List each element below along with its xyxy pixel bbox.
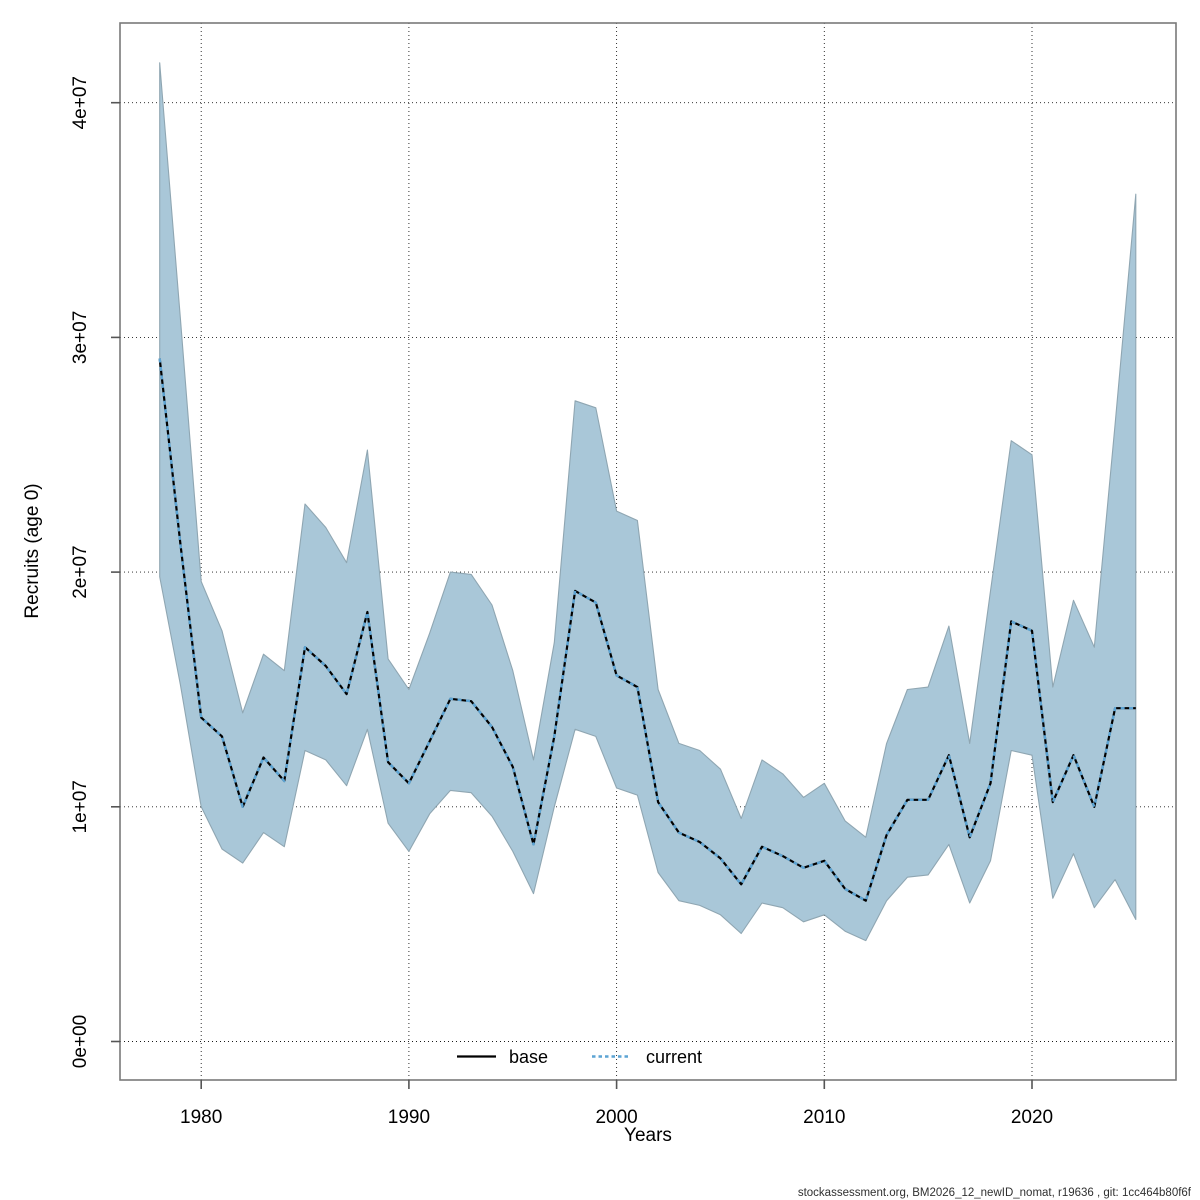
- y-axis-title: Recruits (age 0): [22, 483, 43, 618]
- y-tick-label: 2e+07: [70, 545, 91, 598]
- footer-attribution: stockassessment.org, BM2026_12_newID_nom…: [798, 1187, 1192, 1199]
- x-tick-label: 1980: [180, 1107, 222, 1128]
- x-tick-label: 2000: [595, 1107, 637, 1128]
- plot-border-box: [119, 22, 1177, 1081]
- series-lines: [158, 358, 1136, 902]
- x-tick-label: 2010: [803, 1107, 845, 1128]
- y-tick-label: 1e+07: [70, 780, 91, 833]
- y-tick-label: 3e+07: [70, 311, 91, 364]
- current-median-line: [158, 358, 1136, 902]
- axis-ticks-and-labels: 1980 1990 2000 2010 2020 0e+00 1e+07 2e+07 3e+07…: [70, 76, 1053, 1128]
- x-tick-label: 1990: [388, 1107, 430, 1128]
- legend-base-label: base: [509, 1047, 548, 1067]
- x-axis-title: Years: [624, 1125, 672, 1146]
- x-tick-label: 2020: [1011, 1107, 1053, 1128]
- legend: base current: [457, 1047, 702, 1067]
- y-tick-label: 0e+00: [70, 1015, 91, 1068]
- confidence-band-polygon: [159, 62, 1137, 942]
- y-tick-label: 4e+07: [70, 76, 91, 129]
- confidence-band: [159, 62, 1137, 942]
- legend-current-label: current: [646, 1047, 702, 1067]
